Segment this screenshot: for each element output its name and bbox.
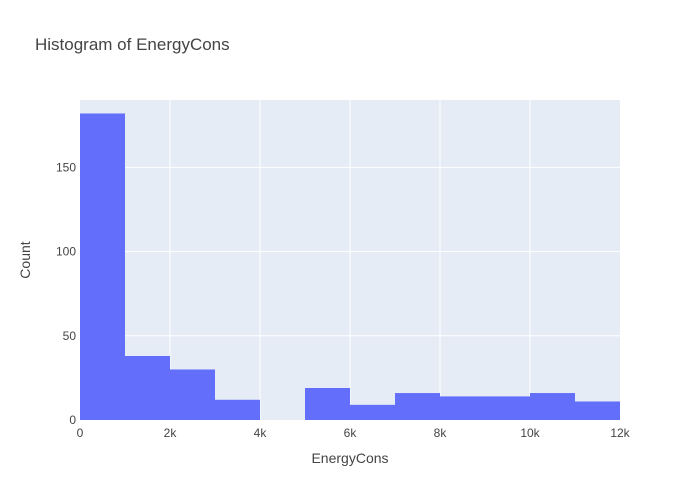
x-tick-label: 6k: [344, 426, 358, 440]
histogram-bar: [215, 399, 260, 420]
x-tick-label: 4k: [254, 426, 268, 440]
histogram-bar: [125, 356, 170, 420]
y-axis-title: Count: [17, 241, 33, 278]
y-tick-label: 150: [56, 160, 76, 174]
histogram-bar: [440, 396, 485, 420]
x-tick-label: 10k: [520, 426, 540, 440]
y-axis-ticks: 0 50 100 150: [56, 160, 76, 427]
x-axis-title: EnergyCons: [311, 450, 388, 466]
histogram-bar: [575, 401, 620, 420]
x-tick-label: 0: [77, 426, 84, 440]
y-tick-label: 50: [63, 329, 77, 343]
histogram-bar: [80, 113, 125, 420]
chart-title: Histogram of EnergyCons: [35, 35, 230, 54]
histogram-bar: [170, 369, 215, 420]
histogram-bar: [485, 396, 530, 420]
histogram-bar: [350, 404, 395, 420]
histogram-bar: [395, 393, 440, 420]
x-tick-label: 2k: [164, 426, 178, 440]
histogram-bar: [530, 393, 575, 420]
x-axis-ticks: 0 2k 4k 6k 8k 10k 12k: [77, 426, 631, 440]
x-tick-label: 8k: [434, 426, 448, 440]
bars: [80, 113, 620, 420]
y-tick-label: 100: [56, 245, 76, 259]
y-tick-label: 0: [69, 413, 76, 427]
histogram-bar: [305, 388, 350, 420]
x-tick-label: 12k: [610, 426, 630, 440]
grid-lines: [80, 100, 620, 420]
